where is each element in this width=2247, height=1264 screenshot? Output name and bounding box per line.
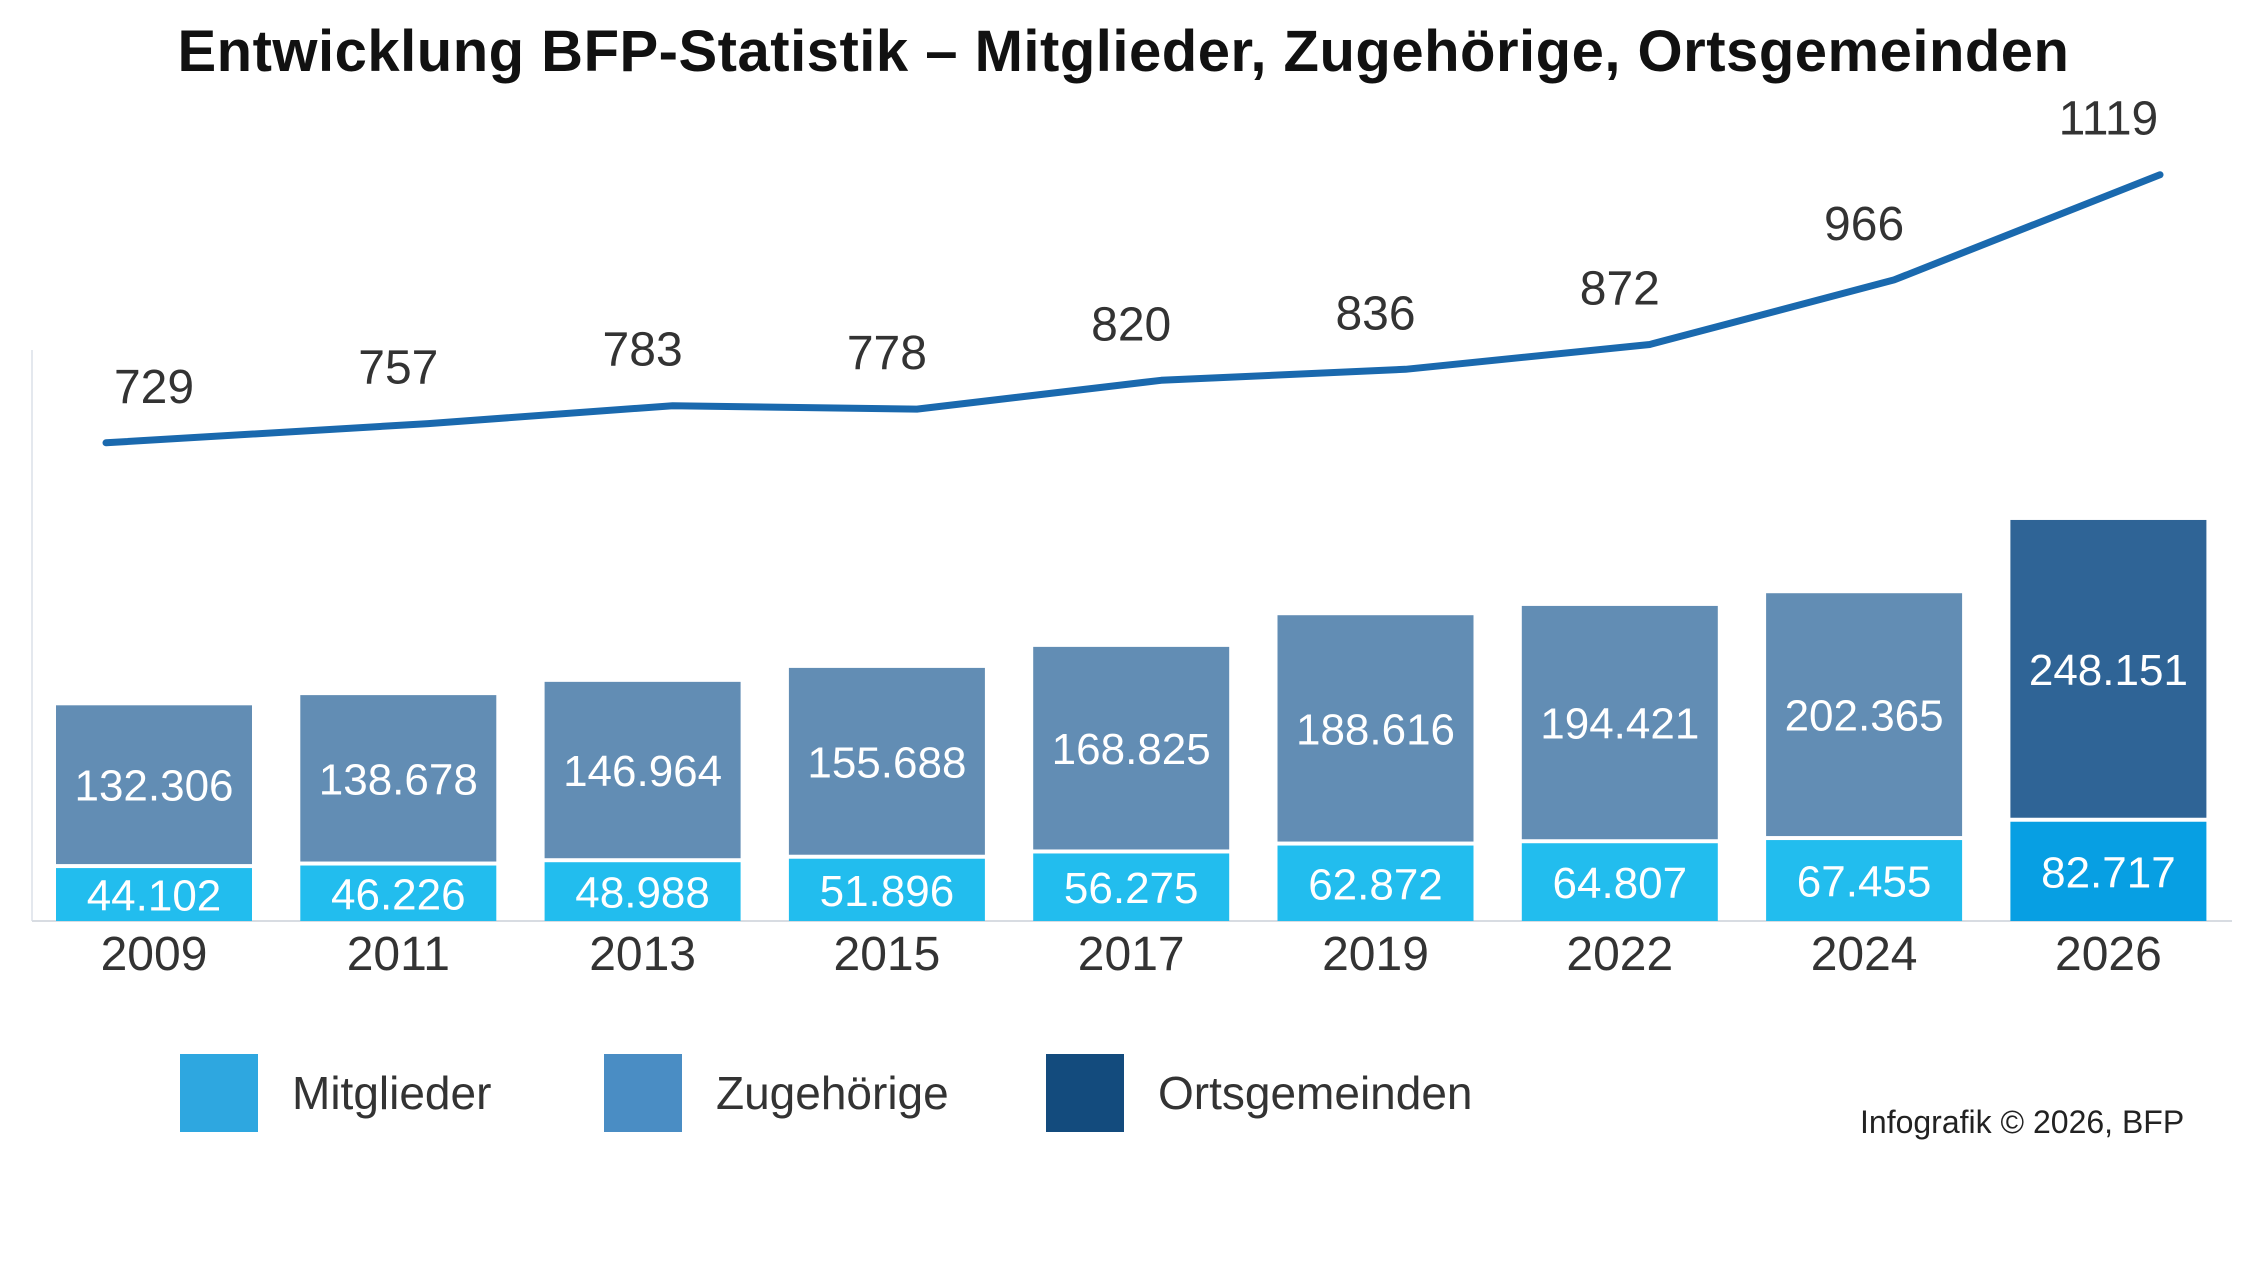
- x-tick-label-2015: 2015: [834, 928, 941, 981]
- label-mitglieder-2015: 51.896: [820, 867, 955, 916]
- label-ortsgemeinden-2011: 757: [358, 342, 438, 395]
- bar-mitglieder-2011: [300, 865, 497, 921]
- label-ortsgemeinden-2022: 872: [1580, 263, 1660, 316]
- label-mitglieder-2024: 67.455: [1797, 858, 1932, 907]
- legend-item-mitglieder: Mitglieder: [180, 1054, 491, 1132]
- bar-zugehoerige-2022: [1521, 605, 1718, 840]
- chart-bars: [56, 519, 2207, 921]
- bar-mitglieder-2009: [56, 868, 252, 921]
- label-mitglieder-2026: 82.717: [2041, 848, 2176, 897]
- legend-swatch-ortsgemeinden: [1046, 1054, 1124, 1132]
- legend-swatch-zugehoerige: [604, 1054, 682, 1132]
- x-tick-label-2026: 2026: [2055, 928, 2162, 981]
- x-tick-label-2024: 2024: [1811, 928, 1918, 981]
- label-mitglieder-2022: 64.807: [1553, 859, 1688, 908]
- bar-zugehoerige-2019: [1277, 615, 1474, 842]
- bar-zugehoerige-2024: [1766, 593, 1963, 837]
- label-zugehoerige-2019: 188.616: [1296, 705, 1455, 754]
- bar-zugehoerige-2015: [788, 667, 985, 855]
- chart-credit: Infografik © 2026, BFP: [1860, 1104, 2185, 1140]
- x-tick-label-2011: 2011: [347, 928, 450, 981]
- label-ortsgemeinden-2019: 836: [1335, 287, 1415, 340]
- label-ortsgemeinden-2026: 1119: [2059, 93, 2159, 146]
- legend-label-zugehoerige: Zugehörige: [716, 1067, 949, 1119]
- bar-mitglieder-2022: [1521, 843, 1718, 921]
- bar-zugehoerige-2011: [300, 695, 497, 862]
- legend-item-zugehoerige: Zugehörige: [604, 1054, 949, 1132]
- bar-mitglieder-2019: [1277, 845, 1474, 921]
- chart-title: Entwicklung BFP-Statistik – Mitglieder, …: [177, 19, 2070, 84]
- bar-zugehoerige-2017: [1033, 646, 1230, 850]
- label-mitglieder-2013: 48.988: [575, 869, 710, 918]
- bar-mitglieder-2017: [1033, 853, 1230, 921]
- bar-zugehoerige-2009: [56, 705, 252, 865]
- label-zugehoerige-2015: 155.688: [807, 738, 966, 787]
- label-mitglieder-2017: 56.275: [1064, 864, 1199, 913]
- x-tick-label-2009: 2009: [101, 928, 208, 981]
- label-zugehoerige-2013: 146.964: [563, 747, 722, 796]
- bar-mitglieder-2026: [2010, 821, 2207, 921]
- chart-labels: 44.102 132.306 2009 729 46.226 138.678 2011 757…: [74, 93, 2187, 981]
- legend-item-ortsgemeinden: Ortsgemeinden: [1046, 1054, 1473, 1132]
- chart-line: [102, 171, 2164, 447]
- bar-zugehoerige-2026: [2010, 519, 2207, 818]
- label-ortsgemeinden-2009: 729: [114, 361, 194, 414]
- label-ortsgemeinden-2024: 966: [1824, 198, 1904, 251]
- label-zugehoerige-2022: 194.421: [1540, 700, 1699, 749]
- label-zugehoerige-2009: 132.306: [74, 762, 233, 811]
- x-tick-label-2017: 2017: [1078, 928, 1185, 981]
- x-tick-label-2022: 2022: [1566, 928, 1673, 981]
- bar-mitglieder-2013: [544, 862, 741, 921]
- bar-zugehoerige-2013: [544, 681, 741, 859]
- label-ortsgemeinden-2017: 820: [1091, 298, 1171, 351]
- label-zugehoerige-2024: 202.365: [1785, 692, 1944, 741]
- legend-label-mitglieder: Mitglieder: [292, 1067, 492, 1119]
- x-tick-label-2013: 2013: [589, 928, 696, 981]
- label-mitglieder-2019: 62.872: [1308, 860, 1443, 909]
- label-mitglieder-2009: 44.102: [87, 872, 222, 921]
- label-zugehoerige-2011: 138.678: [319, 755, 478, 804]
- legend-label-ortsgemeinden: Ortsgemeinden: [1158, 1067, 1473, 1119]
- bar-mitglieder-2024: [1766, 840, 1963, 921]
- line-ortsgemeinden: [102, 171, 2164, 447]
- x-tick-label-2019: 2019: [1322, 928, 1429, 981]
- bar-mitglieder-2015: [788, 858, 985, 921]
- label-mitglieder-2011: 46.226: [331, 870, 466, 919]
- label-zugehoerige-2017: 168.825: [1052, 725, 1211, 774]
- label-zugehoerige-2026: 248.151: [2029, 646, 2188, 695]
- label-ortsgemeinden-2015: 778: [847, 327, 927, 380]
- label-ortsgemeinden-2013: 783: [603, 324, 683, 377]
- legend-swatch-mitglieder: [180, 1054, 258, 1132]
